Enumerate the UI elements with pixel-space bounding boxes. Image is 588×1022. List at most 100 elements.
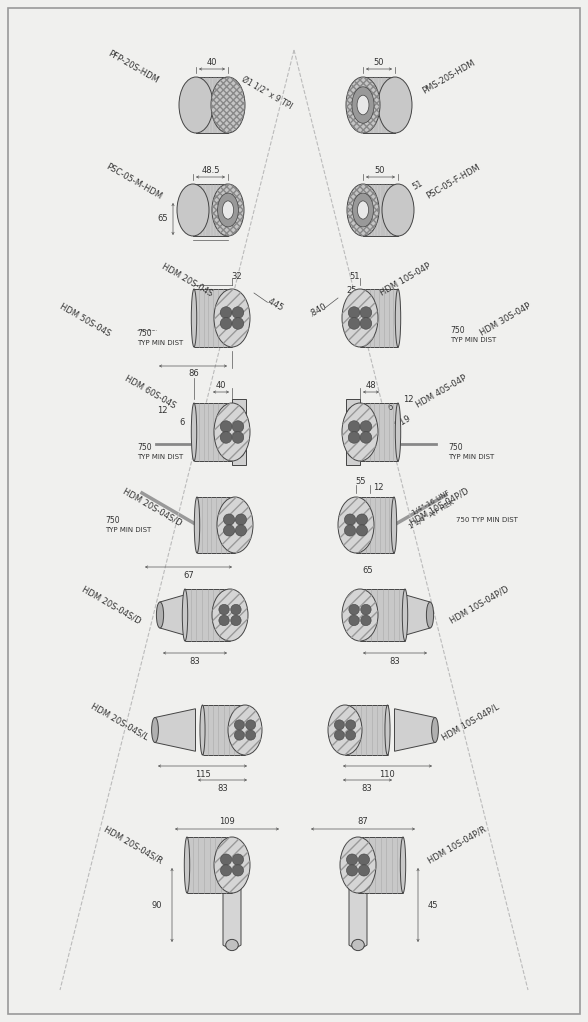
- Ellipse shape: [179, 77, 213, 133]
- Polygon shape: [360, 289, 398, 347]
- Ellipse shape: [214, 403, 250, 461]
- Circle shape: [235, 514, 246, 525]
- Text: PMS-20S-HDM: PMS-20S-HDM: [421, 58, 477, 96]
- Polygon shape: [160, 593, 192, 637]
- Text: PSC-05-M-HDM: PSC-05-M-HDM: [104, 162, 163, 201]
- Text: 65: 65: [158, 214, 168, 223]
- Polygon shape: [197, 497, 235, 553]
- Polygon shape: [223, 865, 241, 949]
- Circle shape: [235, 719, 245, 730]
- Text: HDM 50S-04S: HDM 50S-04S: [58, 301, 112, 338]
- Text: .819: .819: [392, 414, 412, 430]
- Text: 750: 750: [448, 443, 463, 452]
- Polygon shape: [399, 593, 430, 637]
- Circle shape: [346, 719, 356, 730]
- Circle shape: [361, 615, 371, 625]
- Text: HDM 20S-04S: HDM 20S-04S: [160, 262, 214, 298]
- Ellipse shape: [212, 184, 244, 236]
- Ellipse shape: [182, 589, 188, 641]
- Text: 86: 86: [189, 369, 199, 377]
- Ellipse shape: [156, 602, 163, 628]
- Polygon shape: [356, 497, 394, 553]
- Polygon shape: [349, 865, 367, 949]
- Circle shape: [360, 431, 372, 444]
- Polygon shape: [345, 705, 387, 755]
- Text: 83: 83: [218, 784, 228, 792]
- Circle shape: [345, 525, 356, 537]
- Ellipse shape: [352, 87, 374, 124]
- Ellipse shape: [191, 403, 197, 461]
- Ellipse shape: [211, 77, 245, 133]
- Text: 1/4"-16 UNF: 1/4"-16 UNF: [411, 490, 451, 516]
- Text: 55: 55: [356, 476, 366, 485]
- Circle shape: [220, 318, 232, 329]
- Circle shape: [230, 615, 241, 625]
- Text: HDM 10S-04P/L: HDM 10S-04P/L: [440, 702, 500, 742]
- Circle shape: [349, 604, 359, 615]
- Circle shape: [235, 730, 245, 740]
- Polygon shape: [193, 184, 228, 236]
- Text: HDM 10S-04P/R: HDM 10S-04P/R: [426, 825, 487, 866]
- Ellipse shape: [200, 705, 205, 755]
- Text: 32: 32: [232, 272, 242, 280]
- Text: TYP MIN DIST: TYP MIN DIST: [448, 454, 495, 460]
- Circle shape: [232, 307, 244, 319]
- Ellipse shape: [177, 184, 209, 236]
- Circle shape: [233, 407, 244, 417]
- Text: 750: 750: [105, 515, 119, 524]
- Circle shape: [232, 431, 244, 444]
- Ellipse shape: [432, 717, 439, 743]
- Ellipse shape: [347, 184, 379, 236]
- Circle shape: [235, 525, 246, 537]
- Ellipse shape: [342, 589, 378, 641]
- Ellipse shape: [357, 95, 369, 114]
- Text: 83: 83: [390, 656, 400, 665]
- Ellipse shape: [214, 837, 250, 893]
- Circle shape: [335, 730, 345, 740]
- Text: .445: .445: [264, 295, 284, 313]
- Ellipse shape: [214, 289, 250, 347]
- Ellipse shape: [218, 193, 238, 227]
- Text: 40: 40: [216, 380, 226, 389]
- Circle shape: [223, 514, 235, 525]
- Circle shape: [220, 307, 232, 319]
- Ellipse shape: [378, 77, 412, 133]
- Ellipse shape: [400, 837, 406, 893]
- Circle shape: [348, 447, 358, 457]
- Ellipse shape: [340, 837, 376, 893]
- Circle shape: [346, 865, 358, 876]
- Text: HDM 20S-04S/L: HDM 20S-04S/L: [89, 702, 150, 742]
- Circle shape: [223, 525, 235, 537]
- Polygon shape: [155, 708, 195, 751]
- Ellipse shape: [385, 705, 390, 755]
- Circle shape: [220, 421, 232, 432]
- Circle shape: [348, 407, 358, 417]
- Text: 1 1/4" A/F HEX: 1 1/4" A/F HEX: [408, 500, 455, 530]
- Circle shape: [232, 421, 244, 432]
- Circle shape: [346, 730, 356, 740]
- Text: .840: .840: [308, 301, 328, 319]
- Polygon shape: [360, 403, 398, 461]
- Circle shape: [230, 604, 241, 615]
- Text: TYP MIN DIST: TYP MIN DIST: [450, 337, 496, 343]
- Circle shape: [219, 604, 229, 615]
- Polygon shape: [346, 399, 360, 465]
- Circle shape: [348, 318, 360, 329]
- Text: 87: 87: [358, 817, 368, 826]
- Ellipse shape: [426, 602, 433, 628]
- Text: 110: 110: [379, 770, 395, 779]
- Circle shape: [348, 421, 360, 432]
- Polygon shape: [194, 289, 232, 347]
- Ellipse shape: [338, 497, 374, 553]
- Text: 115: 115: [195, 770, 211, 779]
- Circle shape: [349, 615, 359, 625]
- Text: HDM 40S-04P: HDM 40S-04P: [415, 374, 469, 410]
- Circle shape: [220, 865, 232, 876]
- Ellipse shape: [346, 77, 380, 133]
- Text: 45: 45: [428, 900, 439, 910]
- Text: TYP MIN DIST: TYP MIN DIST: [105, 527, 151, 533]
- Circle shape: [356, 514, 368, 525]
- Ellipse shape: [352, 939, 365, 950]
- Ellipse shape: [328, 705, 362, 755]
- Text: 48: 48: [366, 380, 376, 389]
